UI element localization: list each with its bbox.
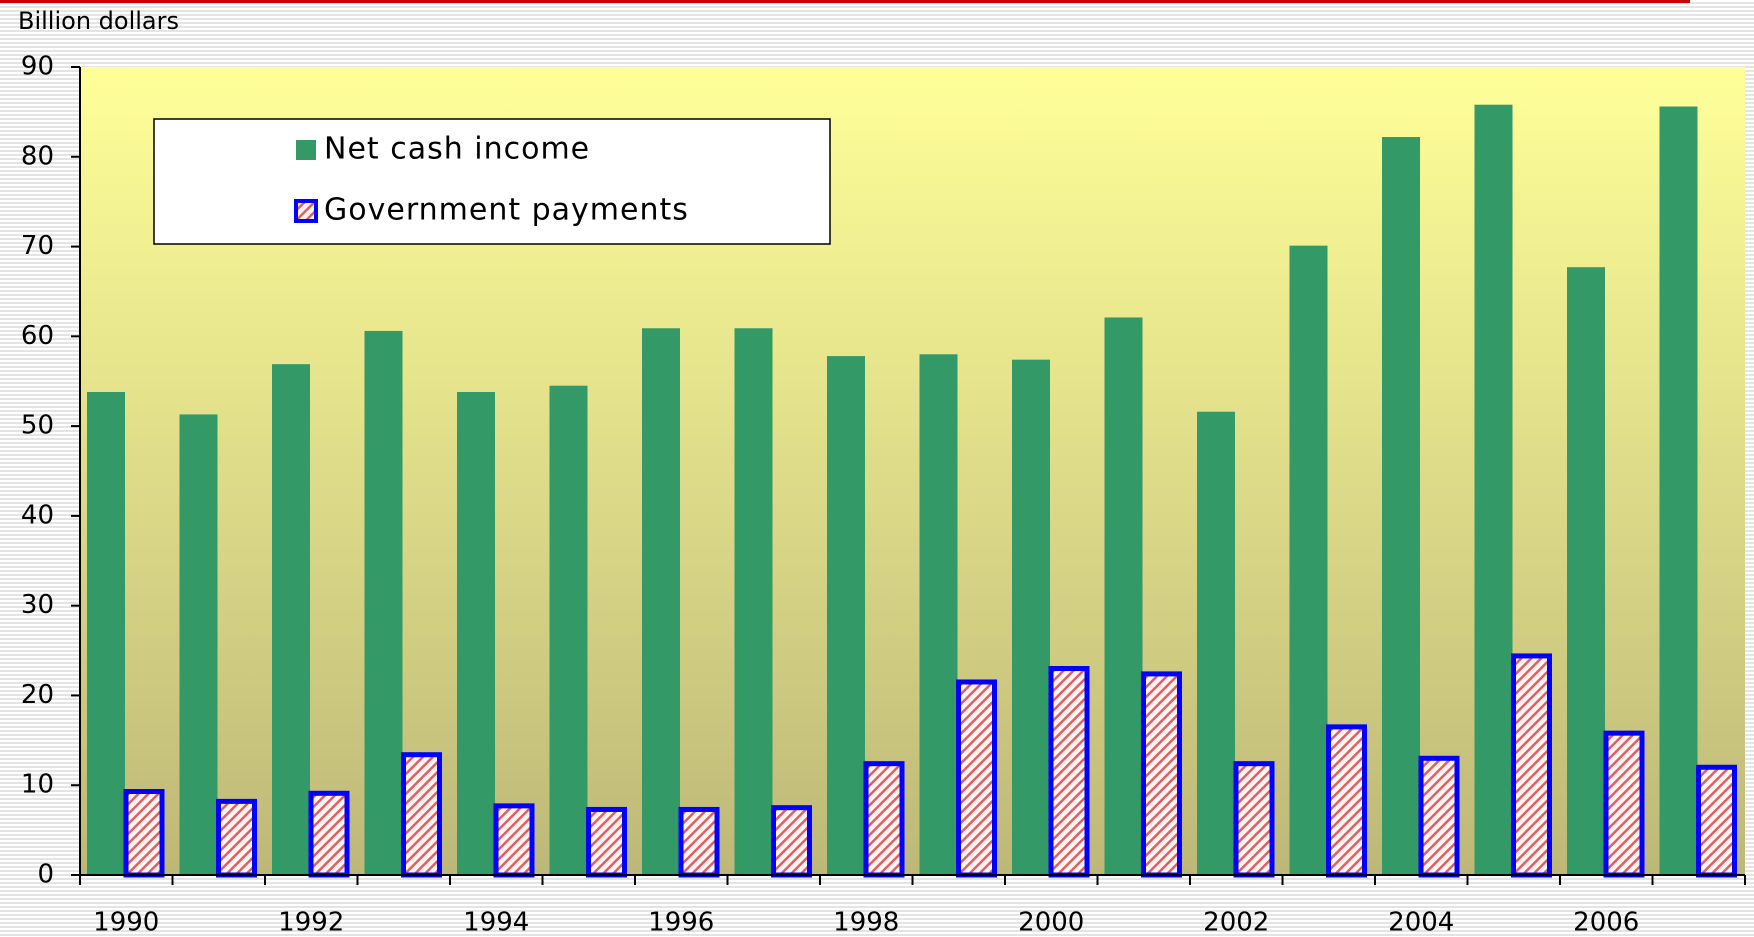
- bar: [272, 364, 310, 875]
- bar: [1104, 317, 1143, 876]
- bar: [493, 803, 535, 878]
- bar: [1048, 666, 1090, 878]
- bar: [1511, 653, 1552, 878]
- x-tick-label: 2002: [1203, 908, 1269, 937]
- bar: [308, 790, 350, 878]
- bar: [1382, 137, 1420, 875]
- bar: [457, 391, 495, 875]
- bar: [87, 391, 125, 875]
- y-tick-label: 10: [21, 770, 54, 800]
- bar: [549, 385, 588, 875]
- legend: [153, 118, 831, 245]
- bar: [678, 806, 720, 878]
- bar: [863, 761, 905, 878]
- bar: [771, 805, 812, 878]
- x-tick-label: 1998: [833, 908, 899, 937]
- y-tick-label: 90: [21, 52, 54, 82]
- bar: [1141, 671, 1182, 878]
- legend-swatch: [294, 199, 318, 223]
- y-tick-label: 30: [21, 590, 54, 620]
- top-rule: [0, 0, 1690, 3]
- bar: [123, 789, 165, 878]
- bar: [1326, 724, 1367, 878]
- bar: [734, 328, 773, 876]
- y-tick-label: 40: [21, 500, 54, 530]
- legend-label: Government payments: [324, 193, 689, 228]
- bar: [1197, 411, 1235, 875]
- bar: [1233, 761, 1275, 878]
- bar: [364, 330, 403, 875]
- bar: [1567, 267, 1605, 875]
- x-tick-label: 1990: [93, 908, 159, 937]
- bar: [1418, 755, 1460, 878]
- x-tick-label: 1996: [648, 908, 714, 937]
- bar: [1696, 764, 1737, 878]
- bar: [919, 354, 958, 875]
- x-tick-label: 2000: [1018, 908, 1084, 937]
- bar: [1012, 359, 1050, 876]
- bar: [1659, 106, 1698, 876]
- y-tick-label: 70: [21, 231, 54, 261]
- bar: [1289, 245, 1328, 875]
- bar: [179, 414, 218, 875]
- y-tick-label: 80: [21, 141, 54, 171]
- bar: [216, 798, 257, 878]
- x-tick-label: 1994: [463, 908, 529, 937]
- bar: [1474, 104, 1513, 875]
- bar: [956, 679, 997, 878]
- y-tick-label: 0: [37, 860, 54, 890]
- legend-label: Net cash income: [324, 132, 590, 167]
- y-tick-label: 50: [21, 411, 54, 441]
- legend-swatch: [296, 140, 316, 160]
- bar: [586, 806, 627, 878]
- x-tick-label: 2004: [1388, 908, 1454, 937]
- bar: [827, 356, 865, 875]
- y-tick-label: 20: [21, 680, 54, 710]
- bar: [642, 328, 680, 876]
- y-tick-label: 60: [21, 321, 54, 351]
- y-axis-label: Billion dollars: [18, 7, 179, 35]
- x-tick-label: 2006: [1573, 908, 1639, 937]
- bar: [1603, 730, 1645, 878]
- bar: [401, 752, 442, 878]
- x-tick-label: 1992: [278, 908, 344, 937]
